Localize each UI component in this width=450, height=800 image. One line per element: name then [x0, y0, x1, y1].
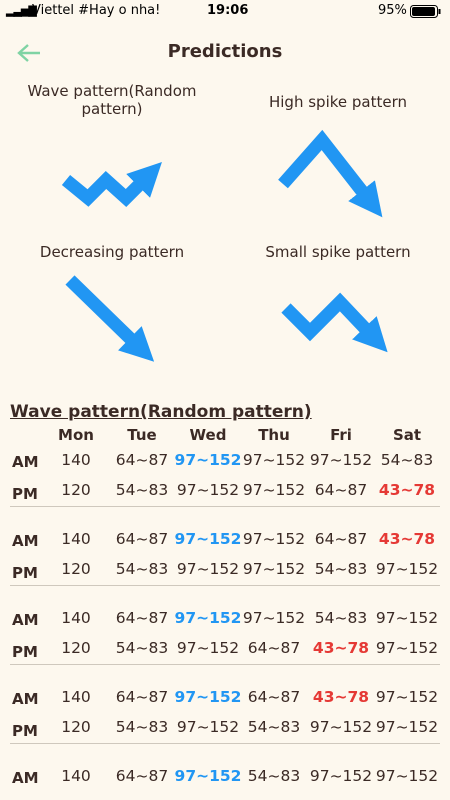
- separator: [10, 664, 440, 665]
- price-cell: 97~152: [242, 481, 306, 499]
- day-header: Sat: [392, 426, 422, 444]
- price-cell: 97~152: [176, 560, 240, 578]
- row-label: PM: [12, 564, 38, 582]
- price-cell: 97~152: [176, 481, 240, 499]
- price-cell: 97~152: [242, 560, 306, 578]
- price-cell: 97~152: [174, 609, 242, 627]
- price-cell: 43~78: [378, 481, 436, 499]
- row-label: PM: [12, 722, 38, 740]
- battery-icon: [410, 5, 441, 18]
- row-label: AM: [12, 532, 39, 550]
- pattern-label[interactable]: Decreasing pattern: [39, 243, 185, 261]
- separator: [10, 506, 440, 507]
- price-cell: 43~78: [312, 688, 370, 706]
- wave-icon[interactable]: [61, 162, 162, 207]
- price-cell: 140: [61, 530, 91, 548]
- price-cell: 97~152: [174, 530, 242, 548]
- price-cell: 64~87: [115, 451, 169, 469]
- table-title: Wave pattern(Random pattern): [10, 402, 312, 422]
- price-cell: 120: [61, 481, 91, 499]
- price-cell: 97~152: [375, 609, 439, 627]
- price-cell: 64~87: [115, 688, 169, 706]
- price-cell: 54~83: [115, 481, 169, 499]
- price-cell: 97~152: [375, 718, 439, 736]
- price-cell: 64~87: [115, 767, 169, 785]
- row-label: PM: [12, 643, 38, 661]
- price-cell: 97~152: [176, 718, 240, 736]
- signal-icon: ▂▃▅▇: [6, 4, 37, 17]
- price-cell: 97~152: [174, 688, 242, 706]
- pattern-label[interactable]: Small spike pattern: [265, 243, 411, 261]
- price-cell: 97~152: [375, 767, 439, 785]
- price-cell: 97~152: [242, 530, 306, 548]
- decreasing-icon[interactable]: [65, 275, 155, 362]
- price-cell: 64~87: [247, 639, 301, 657]
- high-spike-icon[interactable]: [278, 129, 383, 218]
- price-cell: 140: [61, 609, 91, 627]
- pattern-label[interactable]: Wave pattern(Random pattern): [27, 82, 197, 118]
- price-cell: 97~152: [174, 451, 242, 469]
- price-cell: 43~78: [312, 639, 370, 657]
- price-cell: 54~83: [115, 718, 169, 736]
- price-cell: 140: [61, 688, 91, 706]
- price-cell: 97~152: [375, 560, 439, 578]
- row-label: AM: [12, 453, 39, 471]
- time: 19:06: [207, 3, 249, 18]
- price-cell: 120: [61, 718, 91, 736]
- row-label: AM: [12, 769, 39, 787]
- price-cell: 64~87: [115, 609, 169, 627]
- price-cell: 54~83: [115, 639, 169, 657]
- price-cell: 97~152: [309, 451, 373, 469]
- price-cell: 120: [61, 639, 91, 657]
- day-header: Thu: [258, 426, 290, 444]
- back-button[interactable]: [16, 42, 42, 64]
- price-cell: 54~83: [314, 609, 368, 627]
- price-cell: 97~152: [309, 718, 373, 736]
- price-cell: 54~83: [380, 451, 434, 469]
- price-cell: 97~152: [176, 639, 240, 657]
- price-cell: 43~78: [378, 530, 436, 548]
- price-cell: 97~152: [242, 609, 306, 627]
- small-spike-icon[interactable]: [281, 292, 388, 353]
- price-cell: 97~152: [375, 639, 439, 657]
- price-cell: 54~83: [247, 767, 301, 785]
- day-header: Wed: [189, 426, 227, 444]
- separator: [10, 743, 440, 744]
- price-cell: 97~152: [309, 767, 373, 785]
- day-header: Fri: [330, 426, 352, 444]
- price-cell: 54~83: [115, 560, 169, 578]
- price-cell: 64~87: [115, 530, 169, 548]
- row-label: AM: [12, 690, 39, 708]
- price-cell: 54~83: [314, 560, 368, 578]
- price-cell: 120: [61, 560, 91, 578]
- row-label: PM: [12, 485, 38, 503]
- price-cell: 140: [61, 767, 91, 785]
- day-header: Mon: [58, 426, 94, 444]
- pattern-icons: [61, 129, 388, 362]
- carrier: Viettel #Hay o nha!: [32, 3, 161, 18]
- price-cell: 140: [61, 451, 91, 469]
- price-cell: 97~152: [375, 688, 439, 706]
- price-cell: 97~152: [242, 451, 306, 469]
- price-cell: 64~87: [314, 481, 368, 499]
- page-title: Predictions: [167, 41, 283, 62]
- row-label: AM: [12, 611, 39, 629]
- price-cell: 54~83: [247, 718, 301, 736]
- pattern-label[interactable]: High spike pattern: [268, 93, 407, 111]
- price-cell: 97~152: [174, 767, 242, 785]
- separator: [10, 585, 440, 586]
- day-header: Tue: [127, 426, 157, 444]
- price-cell: 64~87: [247, 688, 301, 706]
- price-cell: 64~87: [314, 530, 368, 548]
- battery-level: 95%: [378, 3, 407, 18]
